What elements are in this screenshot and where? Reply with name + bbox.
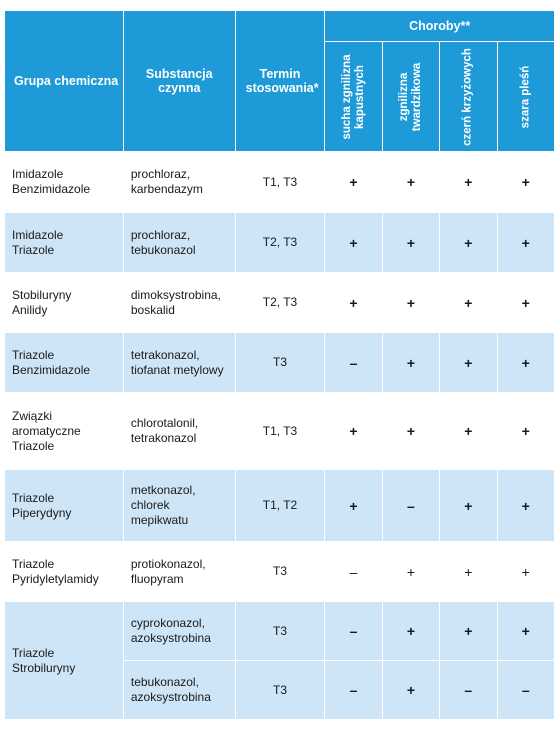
- effect-cell: –: [325, 542, 382, 601]
- table-row: Triazole Pyridyletylamidy protiokonazol,…: [5, 542, 554, 601]
- effect-cell: +: [440, 273, 497, 332]
- effect-cell: +: [382, 661, 440, 719]
- table-row: tebukonazol, azoksystrobina T3 – + – –: [5, 661, 554, 719]
- effect-cell: +: [440, 602, 497, 660]
- substance-cell: prochloraz, karbendazym: [123, 152, 235, 212]
- header-disease-4: szara pleśń: [497, 42, 554, 151]
- table-row: Stobiluryny Anilidy dimoksystrobina, bos…: [5, 273, 554, 332]
- table-row: Triazole Strobiluryny cyprokonazol, azok…: [5, 602, 554, 719]
- term-cell: T2, T3: [235, 213, 325, 272]
- term-cell: T3: [235, 333, 325, 392]
- fungicide-table: Grupa chemiczna Substancja czynna Termin…: [4, 10, 555, 720]
- effect-cell: +: [497, 542, 554, 601]
- header-substance: Substancja czynna: [123, 11, 235, 151]
- group-cell: Triazole Piperydyny: [5, 470, 123, 541]
- term-cell: T2, T3: [235, 273, 325, 332]
- effect-cell: +: [497, 213, 554, 272]
- group-cell: Imidazole Benzimidazole: [5, 152, 123, 212]
- header-diseases: Choroby**: [325, 11, 554, 41]
- header-disease-1: sucha zgnilizna kapustnych: [325, 42, 382, 151]
- term-cell: T1, T3: [235, 152, 325, 212]
- table-row: Triazole Benzimidazole tetrakonazol, tio…: [5, 333, 554, 392]
- effect-cell: +: [325, 393, 382, 469]
- effect-cell: –: [325, 661, 382, 719]
- effect-cell: +: [382, 152, 440, 212]
- term-cell: T3: [235, 661, 325, 719]
- effect-cell: +: [382, 542, 440, 601]
- group-cell: Triazole Strobiluryny: [5, 602, 123, 719]
- group-cell: Triazole Pyridyletylamidy: [5, 542, 123, 601]
- effect-cell: +: [497, 333, 554, 392]
- table-row: Związki aromatyczne Triazole chlorotalon…: [5, 393, 554, 469]
- term-cell: T1, T2: [235, 470, 325, 541]
- substance-cell: dimoksystrobina, boskalid: [123, 273, 235, 332]
- substance-cell: tebukonazol, azoksystrobina: [123, 661, 235, 719]
- effect-cell: +: [497, 152, 554, 212]
- substance-cell: protiokonazol, fluopyram: [123, 542, 235, 601]
- group-cell: Triazole Benzimidazole: [5, 333, 123, 392]
- effect-cell: +: [382, 393, 440, 469]
- table-row: Imidazole Triazole prochloraz, tebukonaz…: [5, 213, 554, 272]
- term-cell: T1, T3: [235, 393, 325, 469]
- effect-cell: +: [382, 273, 440, 332]
- effect-cell: +: [382, 602, 440, 660]
- term-cell: T3: [235, 602, 325, 660]
- substance-cell: tetrakonazol, tiofanat metylowy: [123, 333, 235, 392]
- effect-cell: +: [325, 213, 382, 272]
- effect-cell: +: [440, 393, 497, 469]
- effect-cell: +: [325, 470, 382, 541]
- effect-cell: +: [440, 152, 497, 212]
- header-disease-3: czerń krzyżowych: [440, 42, 497, 151]
- effect-cell: +: [497, 393, 554, 469]
- effect-cell: +: [497, 470, 554, 541]
- effect-cell: +: [440, 213, 497, 272]
- effect-cell: +: [497, 273, 554, 332]
- effect-cell: +: [325, 273, 382, 332]
- effect-cell: +: [440, 542, 497, 601]
- header-group: Grupa chemiczna: [5, 11, 123, 151]
- substance-cell: prochloraz, tebukonazol: [123, 213, 235, 272]
- substance-cell: metkonazol, chlorek mepikwatu: [123, 470, 235, 541]
- effect-cell: –: [325, 333, 382, 392]
- substance-cell: chlorotalonil, tetrakonazol: [123, 393, 235, 469]
- header-disease-2: zgnilizna twardzikowa: [382, 42, 440, 151]
- group-cell: Związki aromatyczne Triazole: [5, 393, 123, 469]
- effect-cell: +: [382, 213, 440, 272]
- effect-cell: –: [382, 470, 440, 541]
- effect-cell: +: [440, 470, 497, 541]
- term-cell: T3: [235, 542, 325, 601]
- group-cell: Imidazole Triazole: [5, 213, 123, 272]
- effect-cell: +: [440, 333, 497, 392]
- header-term: Termin stosowania*: [235, 11, 325, 151]
- effect-cell: +: [325, 152, 382, 212]
- substance-cell: cyprokonazol, azoksystrobina: [123, 602, 235, 660]
- table-row: Triazole Piperydyny metkonazol, chlorek …: [5, 470, 554, 541]
- effect-cell: +: [382, 333, 440, 392]
- group-cell: Stobiluryny Anilidy: [5, 273, 123, 332]
- effect-cell: –: [440, 661, 497, 719]
- effect-cell: –: [497, 661, 554, 719]
- effect-cell: –: [325, 602, 382, 660]
- table-row: Imidazole Benzimidazole prochloraz, karb…: [5, 152, 554, 212]
- effect-cell: +: [497, 602, 554, 660]
